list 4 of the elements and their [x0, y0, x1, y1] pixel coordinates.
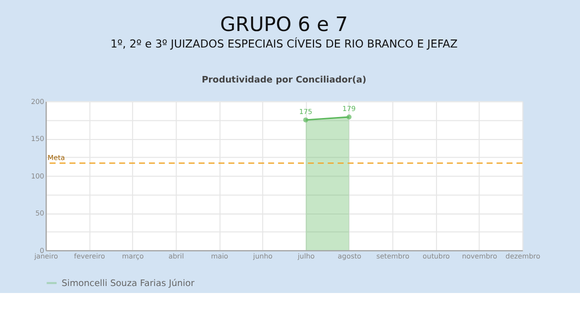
legend-label: Simoncelli Souza Farias Júnior: [62, 278, 195, 290]
chart-title: GRUPO 6 e 7: [220, 12, 348, 36]
text: Produtividade por Conciliador(a): [202, 75, 366, 86]
chart-subtitle: 1º, 2º e 3º JUIZADOS ESPECIAIS CÍVEIS DE RIO BRANCO E JEFAZ: [110, 36, 458, 51]
